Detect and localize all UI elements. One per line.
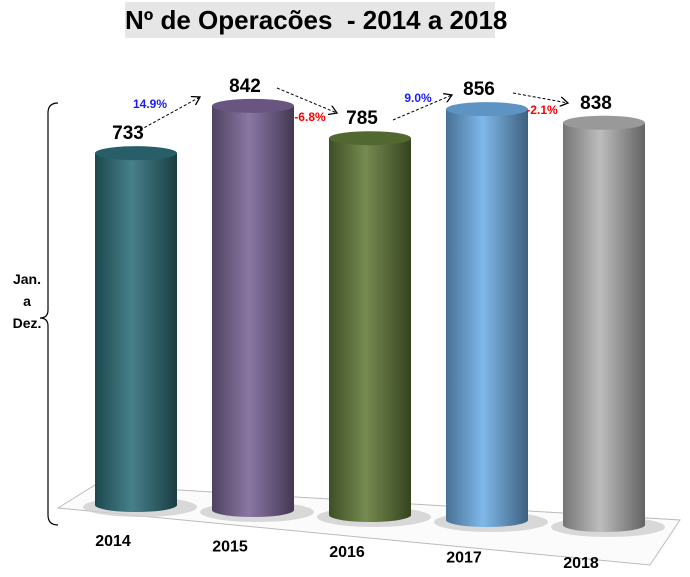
- cylinder-top: [446, 102, 528, 117]
- change-label: -2.1%: [526, 103, 558, 117]
- y-axis-label-line: a: [23, 293, 31, 309]
- change-arrow: [276, 87, 337, 113]
- y-axis-label-line: Jan.: [12, 271, 41, 287]
- bar-2018: [563, 122, 645, 532]
- change-arrow: [512, 92, 568, 103]
- cylinder-top: [212, 98, 294, 113]
- change-arrow: [139, 97, 200, 131]
- change-label: 14.9%: [133, 97, 167, 111]
- change-label: -6.8%: [294, 110, 326, 124]
- bar-2015: [212, 105, 294, 517]
- cylinder-top: [563, 115, 645, 130]
- cylinder-top: [329, 131, 411, 146]
- data-label: 842: [229, 76, 261, 97]
- x-tick-label: 2016: [329, 544, 365, 561]
- change-label: 9.0%: [404, 91, 432, 105]
- cylinder-top: [95, 146, 177, 161]
- y-axis-label-line: Dez.: [12, 315, 42, 331]
- data-label: 856: [463, 79, 495, 100]
- change-arrow: [392, 95, 452, 121]
- y-axis-label: Jan. a Dez.: [10, 268, 44, 334]
- x-tick-label: 2015: [212, 539, 248, 556]
- x-tick-label: 2018: [563, 555, 599, 572]
- x-tick-label: 2014: [95, 533, 131, 550]
- bar-2014: [95, 153, 177, 512]
- y-axis-bracket: [39, 102, 59, 526]
- chart-title: Nº de Operacões - 2014 a 2018: [125, 2, 507, 38]
- data-label: 838: [580, 93, 612, 114]
- data-label: 733: [112, 123, 144, 144]
- data-label: 785: [346, 108, 378, 129]
- x-tick-label: 2017: [446, 550, 482, 567]
- bar-2016: [329, 138, 411, 522]
- bar-2017: [446, 109, 528, 528]
